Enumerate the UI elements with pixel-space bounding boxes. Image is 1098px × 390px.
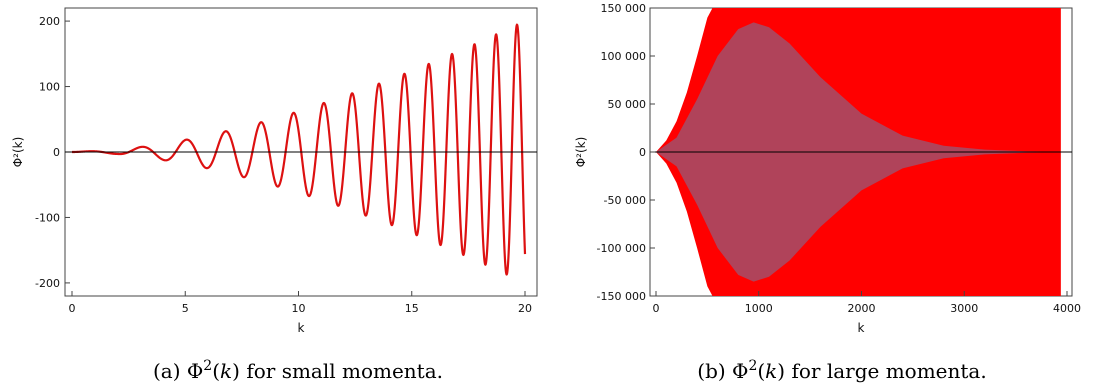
panel-a-x-tick-label: 15 [405,302,419,315]
caption-b-paren-close: ) [777,359,785,383]
panel-b-x-tick-label: 2000 [848,302,876,315]
panel-a-y-tick-label: -100 [35,211,60,224]
panel-b-y-tick-label: -50 000 [604,194,646,207]
caption-b-label: (b) [697,359,732,383]
panel-a-series-line [72,23,527,276]
caption-b: (b) Φ2(k) for large momenta. [697,358,986,383]
panel-a-x-tick-label: 20 [518,302,532,315]
panel-b-y-tick-label: 150 000 [601,2,647,15]
panel-b-y-tick-label: -150 000 [597,290,646,303]
panel-a-chart: 0 5 10 15 20 -200 -100 0 100 200 k Φ²(k) [11,7,538,335]
panel-b-x-axis-label: k [858,321,865,335]
panel-b-y-tick-label: 100 000 [601,50,647,63]
panel-b-y-tick-label: -100 000 [597,242,646,255]
panel-a-x-tick-label: 10 [292,302,306,315]
caption-b-text: for large momenta. [785,359,987,383]
caption-b-var: k [765,359,777,383]
panel-a-x-tick-label: 0 [69,302,76,315]
caption-a-paren-open: ( [212,359,220,383]
caption-a-text: for small momenta. [240,359,443,383]
panel-b-chart: 0 1000 2000 3000 4000 -150 000 -100 000 -50 000… [574,2,1081,335]
panel-b-y-tick-label: 50 000 [608,98,647,111]
panel-a-x-tick-label: 5 [182,302,189,315]
panel-b-x-tick-label: 0 [653,302,660,315]
caption-a-symbol: Φ [187,359,203,383]
caption-b-symbol: Φ [732,359,748,383]
caption-a-sup: 2 [203,358,212,374]
panel-a-y-tick-label: 200 [39,15,60,28]
caption-b-paren-open: ( [757,359,765,383]
panel-b-ticks: 0 1000 2000 3000 4000 -150 000 -100 000 -50 000… [597,2,1081,315]
panel-b-x-tick-label: 3000 [950,302,978,315]
caption-a: (a) Φ2(k) for small momenta. [153,358,443,383]
caption-a-label: (a) [153,359,187,383]
panel-b-y-tick-label: 0 [639,146,646,159]
panel-a-y-tick-label: -200 [35,277,60,290]
caption-a-paren-close: ) [232,359,240,383]
panel-a-y-tick-label: 0 [53,146,60,159]
caption-b-sup: 2 [748,358,757,374]
panel-a-y-tick-label: 100 [39,81,60,94]
panel-b-x-tick-label: 1000 [745,302,773,315]
panel-a-x-axis-label: k [298,321,305,335]
panel-b-y-axis-label: Φ²(k) [574,137,588,168]
panel-b-x-tick-label: 4000 [1053,302,1081,315]
panel-a-ticks: 0 5 10 15 20 -200 -100 0 100 200 [35,15,532,315]
panel-a-y-axis-label: Φ²(k) [11,137,25,168]
caption-a-var: k [220,359,232,383]
